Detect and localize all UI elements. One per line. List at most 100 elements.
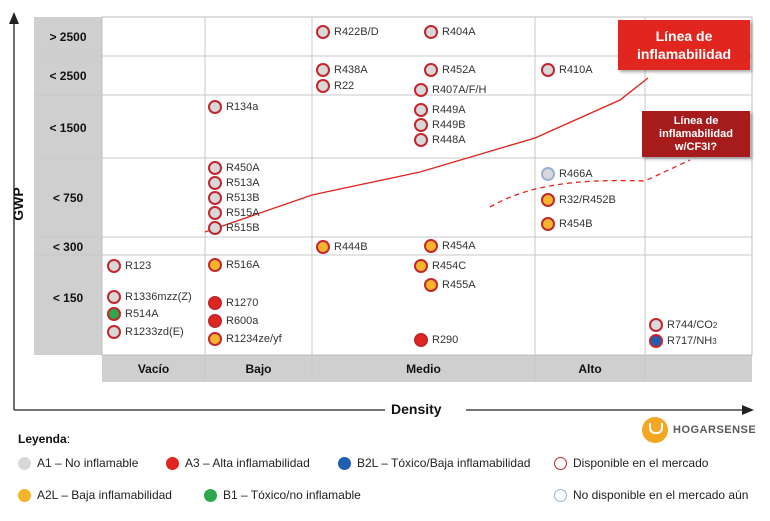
legend-label: A1 – No inflamable <box>37 456 139 470</box>
refrigerant-marker <box>414 118 428 132</box>
refrigerant-item: R455A <box>424 278 476 292</box>
flammability-cf3i-line <box>489 159 691 208</box>
refrigerant-item: R22 <box>316 79 354 93</box>
refrigerant-item: R449A <box>414 103 466 117</box>
legend-item: B1 – Tóxico/no inflamable <box>204 488 361 502</box>
refrigerant-item: R404A <box>424 25 476 39</box>
refrigerant-marker <box>316 25 330 39</box>
legend-marker <box>338 456 351 470</box>
refrigerant-item: R454A <box>424 239 476 253</box>
refrigerant-label: R455A <box>442 279 476 291</box>
refrigerant-label: R454B <box>559 218 593 230</box>
gwp-row-label: < 150 <box>52 291 84 305</box>
refrigerant-item: R1270 <box>208 296 258 310</box>
legend-label: B2L – Tóxico/Baja inflamabilidad <box>357 456 531 470</box>
refrigerant-marker <box>541 217 555 231</box>
refrigerant-label: R22 <box>334 80 355 92</box>
refrigerant-marker <box>208 176 222 190</box>
refrigerant-item: R717/NH 3 <box>649 334 717 348</box>
refrigerant-label: R466A <box>559 168 593 180</box>
refrigerant-label: R407A/F/H <box>432 84 487 96</box>
refrigerant-marker <box>414 333 428 347</box>
refrigerant-item: R600a <box>208 314 258 328</box>
gwp-row-label: < 750 <box>52 191 84 205</box>
density-col-label: Bajo <box>245 362 272 376</box>
refrigerant-marker <box>414 133 428 147</box>
refrigerant-label: R450A <box>226 162 260 174</box>
refrigerant-marker <box>414 259 428 273</box>
refrigerant-marker <box>208 314 222 328</box>
legend-marker <box>554 488 567 502</box>
refrigerant-marker <box>414 103 428 117</box>
refrigerant-label: R449A <box>432 104 466 116</box>
refrigerant-item: R1233zd(E) <box>107 325 184 339</box>
refrigerant-marker <box>424 25 438 39</box>
flammability-line <box>204 77 649 233</box>
refrigerant-label: R513B <box>226 192 260 204</box>
legend-marker <box>166 456 179 470</box>
refrigerant-item: R1336mzz(Z) <box>107 290 192 304</box>
refrigerant-item: R444B <box>316 240 368 254</box>
refrigerant-label: R600a <box>226 315 259 327</box>
legend-title: Leyenda: <box>18 432 70 446</box>
flammability-line-label-text: Línea de inflamabilidad <box>636 28 732 62</box>
refrigerant-marker <box>208 100 222 114</box>
y-axis-arrow-icon <box>9 12 19 24</box>
legend-label: Disponible en el mercado <box>573 456 709 470</box>
gwp-row-label: < 1500 <box>49 121 87 135</box>
refrigerant-marker <box>208 296 222 310</box>
refrigerant-item: R422B/D <box>316 25 379 39</box>
refrigerant-item: R454C <box>414 259 466 273</box>
refrigerant-item: R454B <box>541 217 593 231</box>
refrigerant-marker <box>208 206 222 220</box>
refrigerant-label: R449B <box>432 119 466 131</box>
refrigerant-item: R515B <box>208 221 260 235</box>
refrigerant-marker <box>208 258 222 272</box>
refrigerant-item: R513B <box>208 191 260 205</box>
density-col-label: Vacío <box>137 362 170 376</box>
refrigerant-marker <box>424 63 438 77</box>
legend-title-text: Leyenda <box>18 432 67 446</box>
refrigerant-label: R452A <box>442 64 476 76</box>
refrigerant-item: R515A <box>208 206 260 220</box>
refrigerant-item: R407A/F/H <box>414 83 486 97</box>
refrigerant-marker <box>107 325 121 339</box>
refrigerant-marker <box>208 221 222 235</box>
refrigerant-label: R1270 <box>226 297 259 309</box>
refrigerant-label: R32/R452B <box>559 194 616 206</box>
refrigerant-label: R134a <box>226 101 259 113</box>
flammability-cf3i-label: Línea de inflamabilidad w/CF3I? <box>642 111 750 157</box>
refrigerant-label: R290 <box>432 334 459 346</box>
legend-item: A1 – No inflamable <box>18 456 138 470</box>
refrigerant-subscript: 3 <box>712 336 717 346</box>
refrigerant-label: R1336mzz(Z) <box>125 291 192 303</box>
legend-item: No disponible en el mercado aún <box>554 488 748 502</box>
refrigerant-item: R466A <box>541 167 593 181</box>
refrigerant-subscript: 2 <box>712 320 718 330</box>
refrigerant-marker <box>316 63 330 77</box>
refrigerant-label: R717/NH <box>667 335 713 347</box>
refrigerant-item: R448A <box>414 133 466 147</box>
legend-label: No disponible en el mercado aún <box>573 488 749 502</box>
refrigerant-marker <box>208 332 222 346</box>
legend-marker <box>554 456 567 470</box>
refrigerant-marker <box>541 167 555 181</box>
legend-title-colon: : <box>66 432 71 446</box>
legend-marker <box>204 488 217 502</box>
refrigerant-marker <box>107 307 121 321</box>
refrigerant-label: R515A <box>226 207 260 219</box>
refrigerant-label: R438A <box>334 64 368 76</box>
refrigerant-marker <box>208 161 222 175</box>
refrigerant-label: R514A <box>125 308 159 320</box>
refrigerant-marker <box>649 318 663 332</box>
refrigerant-marker <box>107 259 121 273</box>
refrigerant-item: R123 <box>107 259 151 273</box>
refrigerant-item: R410A <box>541 63 593 77</box>
flammability-cf3i-label-text: Línea de inflamabilidad w/CF3I? <box>659 114 733 153</box>
legend-item: B2L – Tóxico/Baja inflamabilidad <box>338 456 530 470</box>
refrigerant-marker <box>424 239 438 253</box>
logo-icon <box>642 417 668 443</box>
legend-item: A3 – Alta inflamabilidad <box>166 456 310 470</box>
y-axis-title: GWP <box>10 187 26 221</box>
